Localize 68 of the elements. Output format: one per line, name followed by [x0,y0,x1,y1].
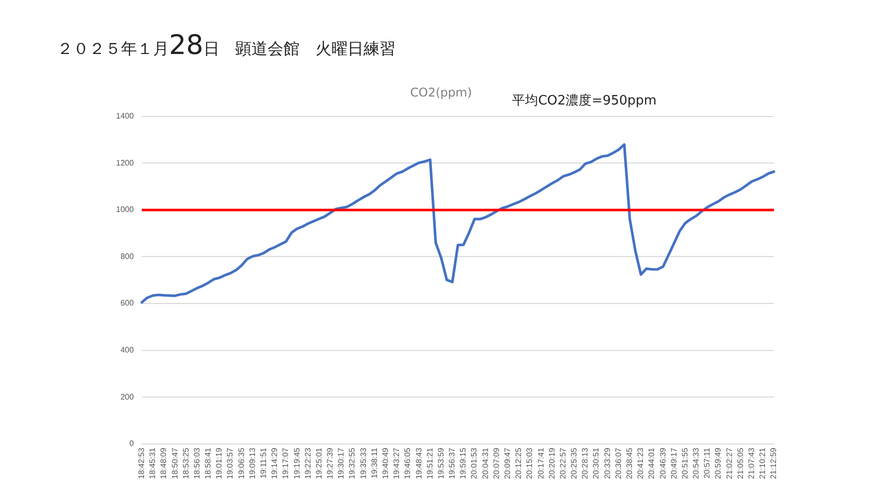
x-tick-label: 21:12:59 [769,447,778,479]
x-tick-label: 20:09:47 [503,447,512,479]
chart-title: CO2(ppm) [410,85,472,100]
x-tick-label: 18:50:47 [170,447,180,479]
x-tick-label: 18:58:41 [204,447,213,479]
x-tick-label: 19:35:33 [358,447,368,479]
x-tick-label: 19:30:17 [336,447,346,479]
x-tick-label: 19:32:55 [348,447,357,479]
x-tick-label: 20:41:23 [636,447,646,479]
y-tick-label: 0 [129,439,134,448]
y-tick-label: 800 [120,252,134,261]
y-tick-label: 1200 [116,158,134,168]
x-tick-label: 18:45:31 [148,447,158,479]
x-tick-label: 20:36:07 [614,447,623,479]
x-tick-label: 19:48:43 [414,447,424,479]
x-tick-label: 18:53:25 [181,447,190,479]
x-tick-label: 19:22:23 [303,447,312,479]
y-tick-label: 1000 [116,205,134,214]
x-tick-label: 19:25:01 [314,447,324,479]
x-tick-label: 19:53:59 [436,447,446,479]
x-tick-label: 18:48:09 [159,447,168,479]
x-tick-label: 18:56:03 [192,447,202,479]
y-tick-label: 600 [120,298,134,308]
x-tick-label: 19:46:05 [403,447,412,479]
x-tick-label: 19:09:13 [248,447,257,479]
x-tick-label: 20:54:33 [692,447,701,479]
x-tick-label: 19:17:07 [281,447,290,479]
x-tick-label: 21:02:27 [724,447,734,479]
x-tick-label: 20:07:09 [492,447,501,479]
x-tick-label: 20:30:51 [592,447,601,479]
x-tick-label: 19:01:19 [214,447,224,479]
x-tick-label: 19:06:35 [236,447,246,479]
x-tick-label: 19:38:11 [370,447,379,478]
x-tick-label: 20:59:49 [714,447,723,479]
x-tick-label: 19:03:57 [226,447,235,479]
x-tick-label: 20:20:19 [547,447,556,479]
x-tick-label: 20:15:03 [525,447,534,479]
x-tick-label: 20:49:17 [669,447,678,479]
x-tick-label: 21:10:21 [758,447,768,479]
y-tick-label: 1400 [116,112,134,121]
x-tick-label: 19:56:37 [448,447,457,479]
x-tick-label: 20:04:31 [480,447,490,479]
x-tick-label: 20:51:55 [680,447,690,479]
x-tick-label: 19:43:27 [392,447,402,479]
x-tick-label: 18:42:53 [137,447,146,479]
x-tick-label: 19:19:45 [292,447,302,479]
x-tick-label: 21:07:43 [747,447,756,479]
x-tick-label: 19:51:21 [425,447,434,479]
x-tick-label: 19:27:39 [326,447,335,479]
x-tick-label: 20:22:57 [558,447,568,479]
x-tick-label: 19:40:49 [381,447,390,479]
x-tick-label: 20:33:29 [602,447,612,479]
x-tick-label: 20:44:01 [647,447,656,479]
x-tick-label: 20:17:41 [536,447,546,479]
text: 平均CO2濃度=950ppm [512,92,657,108]
x-tick-label: 20:57:11 [702,447,712,478]
y-tick-label: 200 [120,392,134,402]
x-tick-label: 20:38:45 [625,447,634,479]
x-tick-label: 20:01:53 [470,447,479,479]
x-tick-label: 19:14:29 [270,447,280,479]
x-tick-label: 20:25:35 [570,447,579,479]
x-tick-label: 19:59:15 [458,447,468,479]
x-tick-label: 20:12:25 [514,447,524,479]
x-tick-label: 21:05:05 [736,447,745,479]
x-tick-label: 20:46:39 [658,447,668,479]
y-tick-label: 400 [120,346,134,355]
x-tick-label: 20:28:13 [580,447,590,479]
x-tick-label: 19:11:51 [259,447,268,478]
